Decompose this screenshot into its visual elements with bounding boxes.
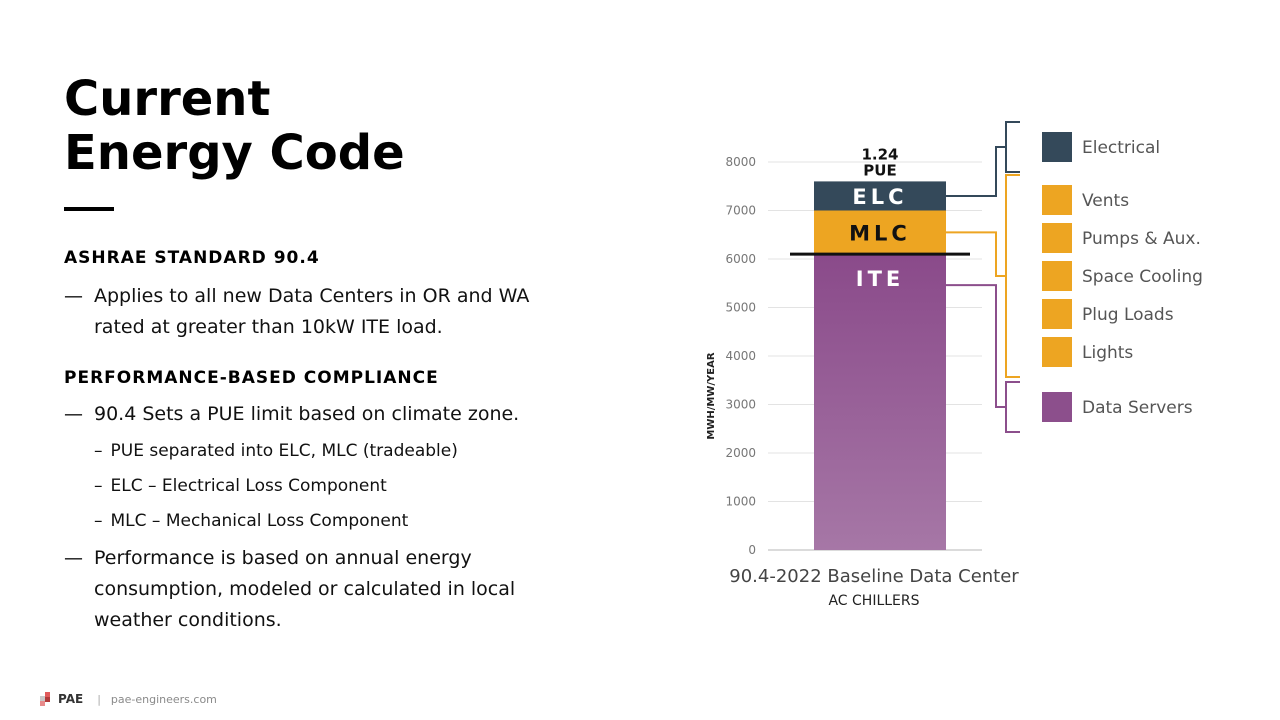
legend-swatch <box>1042 337 1072 367</box>
segment-label-elc: ELC <box>852 185 907 209</box>
legend-swatch <box>1042 132 1072 162</box>
legend-swatch <box>1042 185 1072 215</box>
slide-title: Current Energy Code <box>64 72 405 180</box>
y-tick-label: 4000 <box>725 349 756 363</box>
sub-bullet-dash: – <box>94 441 103 461</box>
bullet-line: consumption, modeled or calculated in lo… <box>94 578 516 600</box>
bullet-line: rated at greater than 10kW ITE load. <box>94 316 443 338</box>
legend-bracket-elc <box>1005 121 1020 173</box>
title-line-2: Energy Code <box>64 125 405 181</box>
footer-separator: | <box>97 692 101 706</box>
pue-value-label: 1.24 <box>861 145 898 163</box>
x-category-sublabel: AC CHILLERS <box>828 593 919 609</box>
title-underline <box>64 207 114 211</box>
legend-swatch <box>1042 261 1072 291</box>
y-tick-label: 6000 <box>725 252 756 266</box>
title-line-1: Current <box>64 71 271 127</box>
legend-swatch <box>1042 299 1072 329</box>
legend-connector-mlc <box>946 231 1006 277</box>
legend-label: Pumps & Aux. <box>1082 229 1201 249</box>
footer: PAE | pae-engineers.com <box>40 692 217 706</box>
legend-label: Lights <box>1082 343 1133 363</box>
legend-bracket-mlc <box>1005 174 1020 378</box>
sub-bullet-dash: – <box>94 511 103 531</box>
footer-brand: PAE <box>58 692 84 706</box>
footer-website[interactable]: pae-engineers.com <box>110 692 217 706</box>
y-tick-label: 7000 <box>725 204 756 218</box>
legend-swatch <box>1042 392 1072 422</box>
y-tick-label: 0 <box>748 543 756 557</box>
legend-connector-elc <box>946 146 1006 197</box>
energy-chart: 0 1000 2000 3000 4000 5000 6000 7000 8000 MWH/MW/… <box>706 121 1203 609</box>
y-tick-label: 5000 <box>725 301 756 315</box>
legend-bracket-ite <box>1005 381 1020 433</box>
legend-label: Electrical <box>1082 138 1160 158</box>
bullet-line: 90.4 Sets a PUE limit based on climate z… <box>94 403 520 425</box>
bullet-performance-basis: — Performance is based on annual energy … <box>64 543 624 636</box>
sub-bullet-text: PUE separated into ELC, MLC (tradeable) <box>110 441 458 461</box>
bullet-line: Applies to all new Data Centers in OR an… <box>94 285 530 307</box>
segment-label-mlc: MLC <box>849 221 911 245</box>
legend-swatch <box>1042 223 1072 253</box>
sub-bullet-text: MLC – Mechanical Loss Component <box>110 511 409 531</box>
y-tick-label: 2000 <box>725 446 756 460</box>
legend-label: Plug Loads <box>1082 305 1174 325</box>
pae-logo-icon <box>40 692 50 706</box>
bar-segment-mlc <box>814 210 946 255</box>
sub-bullet-pue-separated: – PUE separated into ELC, MLC (tradeable) <box>94 439 458 463</box>
section-heading-performance: PERFORMANCE-BASED COMPLIANCE <box>64 368 439 388</box>
bullet-dash: — <box>64 403 83 425</box>
bullet-pue-limit: — 90.4 Sets a PUE limit based on climate… <box>64 399 624 430</box>
bar-segment-ite <box>814 254 946 550</box>
y-tick-label: 1000 <box>725 495 756 509</box>
bullet-dash: — <box>64 547 83 569</box>
y-tick-label: 8000 <box>725 155 756 169</box>
legend-label: Vents <box>1082 191 1129 211</box>
legend-label: Space Cooling <box>1082 267 1203 287</box>
legend-connector-ite <box>946 284 1006 408</box>
sub-bullet-text: ELC – Electrical Loss Component <box>110 476 387 496</box>
bullet-applies: — Applies to all new Data Centers in OR … <box>64 281 624 343</box>
bullet-line: weather conditions. <box>94 609 282 631</box>
y-axis-label: MWH/MW/YEAR <box>706 352 717 439</box>
x-category-label: 90.4-2022 Baseline Data Center <box>729 566 1019 587</box>
bullet-dash: — <box>64 285 83 307</box>
bar-segment-elc <box>814 181 946 211</box>
sub-bullet-dash: – <box>94 476 103 496</box>
sub-bullet-elc: – ELC – Electrical Loss Component <box>94 474 387 498</box>
pue-label: PUE <box>863 161 896 179</box>
y-tick-label: 3000 <box>725 398 756 412</box>
legend-label: Data Servers <box>1082 398 1193 418</box>
segment-label-ite: ITE <box>856 267 904 291</box>
sub-bullet-mlc: – MLC – Mechanical Loss Component <box>94 509 408 533</box>
section-heading-ashrae: ASHRAE STANDARD 90.4 <box>64 248 320 268</box>
bullet-line: Performance is based on annual energy <box>94 547 472 569</box>
